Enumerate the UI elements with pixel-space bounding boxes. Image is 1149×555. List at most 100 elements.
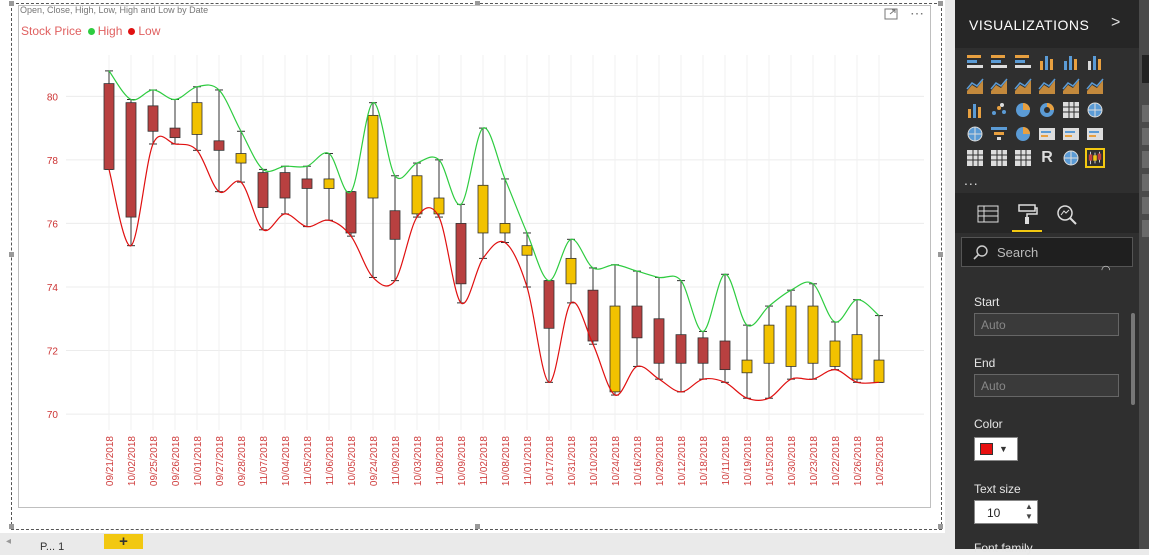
add-page-button[interactable]: + <box>104 534 143 549</box>
candle-body <box>565 257 577 285</box>
page-tab-bar: ◂ P... 1 + <box>0 533 955 553</box>
x-tick-label: 10/24/2018 <box>611 436 622 486</box>
scroll-left-icon[interactable]: ◂ <box>6 536 12 547</box>
matrix-icon[interactable] <box>1013 148 1033 168</box>
collapsed-pane-tab[interactable] <box>1142 55 1149 83</box>
ribbon-chart-icon[interactable] <box>1085 76 1105 96</box>
more-options-icon[interactable]: ⋯ <box>910 5 924 21</box>
text-size-value: 10 <box>987 506 1001 520</box>
x-tick-label: 11/06/2018 <box>325 436 336 486</box>
stacked-bar-icon[interactable] <box>965 52 985 72</box>
section-collapse-icon[interactable]: ◠ <box>1101 264 1111 276</box>
waterfall-icon[interactable] <box>965 100 985 120</box>
color-swatch <box>980 443 993 455</box>
x-tick-label: 10/26/2018 <box>853 436 864 486</box>
globe-icon[interactable] <box>1061 148 1081 168</box>
multi-row-card-icon[interactable] <box>1061 124 1081 144</box>
collapsed-pane-tab[interactable] <box>1142 174 1149 191</box>
decrement-icon[interactable]: ▼ <box>1025 512 1033 521</box>
search-placeholder: Search <box>997 245 1039 260</box>
gauge-icon[interactable] <box>1013 124 1033 144</box>
kpi-icon[interactable] <box>1085 124 1105 144</box>
pane-scrollbar[interactable] <box>1131 313 1135 405</box>
visual-selection-frame[interactable] <box>9 1 943 530</box>
candlestick-visual[interactable] <box>18 5 931 508</box>
slicer-icon[interactable] <box>965 148 985 168</box>
y-tick-label: 76 <box>47 219 59 230</box>
legend-dot-low <box>128 27 136 35</box>
collapsed-pane-tab[interactable] <box>1142 197 1149 214</box>
resize-handle[interactable] <box>9 252 14 257</box>
focus-mode-icon[interactable] <box>884 8 898 23</box>
resize-handle[interactable] <box>475 1 480 6</box>
page-tab-1[interactable]: P... 1 <box>40 541 65 553</box>
collapsed-pane-tab[interactable] <box>1142 105 1149 122</box>
x-tick-label: 10/04/2018 <box>281 436 292 486</box>
candle-body <box>433 197 445 215</box>
chevron-down-icon: ▼ <box>999 444 1008 454</box>
resize-handle[interactable] <box>9 524 14 529</box>
increment-icon[interactable]: ▲ <box>1025 502 1033 511</box>
x-tick-label: 10/16/2018 <box>633 436 644 486</box>
funnel-icon[interactable] <box>989 124 1009 144</box>
table-icon[interactable] <box>989 148 1009 168</box>
x-tick-label: 09/27/2018 <box>215 436 226 486</box>
treemap-icon[interactable] <box>1061 100 1081 120</box>
line-stacked-column-icon[interactable] <box>1061 76 1081 96</box>
collapse-pane-chevron-icon[interactable]: > <box>1111 14 1121 31</box>
collapsed-pane-tab[interactable] <box>1142 128 1149 145</box>
candlestick-visual-icon[interactable] <box>1085 148 1105 168</box>
y-tick-label: 78 <box>47 156 59 167</box>
resize-handle[interactable] <box>9 1 14 6</box>
scatter-icon[interactable] <box>989 100 1009 120</box>
resize-handle[interactable] <box>475 524 480 529</box>
end-label: End <box>974 356 996 370</box>
x-tick-label: 11/05/2018 <box>303 436 314 486</box>
legend-item-high[interactable]: High <box>87 24 122 38</box>
analytics-magnifier-icon[interactable] <box>1053 201 1079 227</box>
chart-legend: Stock Price High Low <box>21 24 160 38</box>
100-stacked-bar-icon[interactable] <box>1013 52 1033 72</box>
map-icon[interactable] <box>1085 100 1105 120</box>
x-tick-label: 09/25/2018 <box>149 436 160 486</box>
text-size-stepper[interactable]: 10 ▲ ▼ <box>974 500 1038 524</box>
font-family-label: Font family <box>974 541 1033 555</box>
resize-handle[interactable] <box>938 252 943 257</box>
filled-map-icon[interactable] <box>965 124 985 144</box>
search-input[interactable]: Search <box>961 237 1133 267</box>
area-chart-icon[interactable] <box>989 76 1009 96</box>
clustered-column-icon[interactable] <box>1061 52 1081 72</box>
fields-tab-icon[interactable] <box>975 201 1001 227</box>
end-input[interactable]: Auto <box>974 374 1119 397</box>
100-stacked-column-icon[interactable] <box>1085 52 1105 72</box>
visual-title: Open, Close, High, Low, High and Low by … <box>20 5 209 15</box>
stacked-area-icon[interactable] <box>1013 76 1033 96</box>
donut-chart-icon[interactable] <box>1037 100 1057 120</box>
clustered-bar-icon[interactable] <box>989 52 1009 72</box>
line-chart-icon[interactable] <box>965 76 985 96</box>
x-tick-label: 10/23/2018 <box>809 436 820 486</box>
candle-body <box>389 210 401 240</box>
resize-handle[interactable] <box>938 1 943 6</box>
legend-item-low[interactable]: Low <box>128 24 160 38</box>
card-icon[interactable] <box>1037 124 1057 144</box>
pane-title: VISUALIZATIONS <box>969 17 1090 33</box>
y-tick-label: 70 <box>47 410 59 421</box>
search-icon <box>973 244 989 265</box>
start-input[interactable]: Auto <box>974 313 1119 336</box>
candle-body <box>367 114 379 199</box>
pie-chart-icon[interactable] <box>1013 100 1033 120</box>
candle-body <box>829 340 841 367</box>
color-picker[interactable]: ▼ <box>974 437 1018 461</box>
stacked-column-icon[interactable] <box>1037 52 1057 72</box>
resize-handle[interactable] <box>938 524 943 529</box>
collapsed-pane-tab[interactable] <box>1142 220 1149 237</box>
more-visuals-icon[interactable]: ... <box>964 172 979 188</box>
text-size-label: Text size <box>974 482 1021 496</box>
format-paint-roller-icon[interactable] <box>1014 201 1040 227</box>
line-clustered-column-icon[interactable] <box>1037 76 1057 96</box>
x-tick-label: 10/31/2018 <box>567 436 578 486</box>
collapsed-pane-tab[interactable] <box>1142 151 1149 168</box>
y-tick-label: 80 <box>47 92 59 103</box>
r-visual-icon[interactable]: R <box>1041 149 1053 166</box>
